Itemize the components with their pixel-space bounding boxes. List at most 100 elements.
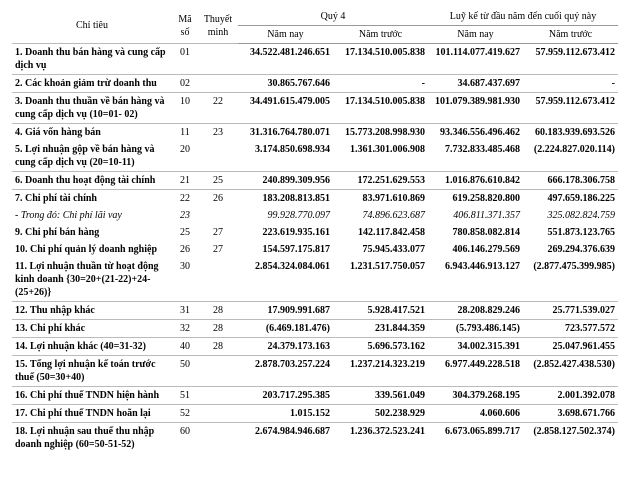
cell-l-nay: 780.858.082.814 — [428, 224, 523, 241]
table-row: 9. Chi phí bán hàng2527223.619.935.16114… — [12, 224, 618, 241]
cell-q-truoc: 1.361.301.006.908 — [333, 141, 428, 172]
table-row: 13. Chi phí khác3228(6.469.181.476)231.8… — [12, 320, 618, 338]
cell-l-truoc: 3.698.671.766 — [523, 405, 618, 423]
cell-name: 18. Lợi nhuận sau thuế thu nhập doanh ng… — [12, 423, 172, 454]
table-row: 7. Chi phí tài chính2226183.208.813.8518… — [12, 190, 618, 208]
header-quy4: Quý 4 — [238, 8, 428, 26]
table-row: 6. Doanh thu hoạt động tài chính2125240.… — [12, 172, 618, 190]
cell-ms: 02 — [172, 75, 198, 93]
table-row: 2. Các khoản giảm trừ doanh thu0230.865.… — [12, 75, 618, 93]
cell-q-truoc: 339.561.049 — [333, 387, 428, 405]
cell-l-nay: 6.977.449.228.518 — [428, 356, 523, 387]
cell-ms: 20 — [172, 141, 198, 172]
cell-q-nay: 17.909.991.687 — [238, 302, 333, 320]
table-row: 11. Lợi nhuận thuần từ hoạt động kinh do… — [12, 258, 618, 302]
cell-ms: 32 — [172, 320, 198, 338]
cell-l-nay: 6.673.065.899.717 — [428, 423, 523, 454]
cell-q-truoc: 17.134.510.005.838 — [333, 93, 428, 124]
cell-l-nay: 619.258.820.800 — [428, 190, 523, 208]
cell-ms: 23 — [172, 207, 198, 224]
cell-l-nay: 4.060.606 — [428, 405, 523, 423]
cell-l-truoc: (2.224.827.020.114) — [523, 141, 618, 172]
table-row: 10. Chi phí quản lý doanh nghiệp2627154.… — [12, 241, 618, 258]
table-header: Chỉ tiêu Mã số Thuyết minh Quý 4 Luỹ kế … — [12, 8, 618, 44]
cell-tm — [198, 258, 238, 302]
cell-l-truoc: 25.047.961.455 — [523, 338, 618, 356]
cell-name: 9. Chi phí bán hàng — [12, 224, 172, 241]
header-luyke: Luỹ kế từ đầu năm đến cuối quý này — [428, 8, 618, 26]
cell-tm: 26 — [198, 190, 238, 208]
cell-l-truoc: 551.873.123.765 — [523, 224, 618, 241]
cell-l-truoc: 723.577.572 — [523, 320, 618, 338]
cell-name: 11. Lợi nhuận thuần từ hoạt động kinh do… — [12, 258, 172, 302]
cell-l-nay: 7.732.833.485.468 — [428, 141, 523, 172]
cell-tm — [198, 387, 238, 405]
cell-q-truoc: - — [333, 75, 428, 93]
cell-ms: 30 — [172, 258, 198, 302]
cell-tm — [198, 207, 238, 224]
cell-q-nay: 154.597.175.817 — [238, 241, 333, 258]
cell-tm: 22 — [198, 93, 238, 124]
cell-q-truoc: 5.696.573.162 — [333, 338, 428, 356]
cell-name: 4. Giá vốn hàng bán — [12, 124, 172, 142]
cell-l-truoc: 2.001.392.078 — [523, 387, 618, 405]
table-row: 18. Lợi nhuận sau thuế thu nhập doanh ng… — [12, 423, 618, 454]
cell-q-nay: 34.522.481.246.651 — [238, 44, 333, 75]
header-q-nam-nay: Năm nay — [238, 26, 333, 44]
cell-name: 6. Doanh thu hoạt động tài chính — [12, 172, 172, 190]
cell-q-truoc: 502.238.929 — [333, 405, 428, 423]
cell-l-truoc: - — [523, 75, 618, 93]
table-row: 1. Doanh thu bán hàng và cung cấp dịch v… — [12, 44, 618, 75]
cell-name: 12. Thu nhập khác — [12, 302, 172, 320]
header-thuyet-minh: Thuyết minh — [198, 8, 238, 44]
financial-table: Chỉ tiêu Mã số Thuyết minh Quý 4 Luỹ kế … — [12, 8, 618, 453]
cell-q-truoc: 1.236.372.523.241 — [333, 423, 428, 454]
cell-l-truoc: 666.178.306.758 — [523, 172, 618, 190]
cell-q-nay: 24.379.173.163 — [238, 338, 333, 356]
cell-ms: 31 — [172, 302, 198, 320]
cell-q-nay: 2.878.703.257.224 — [238, 356, 333, 387]
cell-q-nay: 2.674.984.946.687 — [238, 423, 333, 454]
cell-q-nay: 2.854.324.084.061 — [238, 258, 333, 302]
cell-q-truoc: 1.231.517.750.057 — [333, 258, 428, 302]
table-row: 14. Lợi nhuận khác (40=31-32)402824.379.… — [12, 338, 618, 356]
cell-name: 16. Chi phí thuế TNDN hiện hành — [12, 387, 172, 405]
cell-q-nay: 99.928.770.097 — [238, 207, 333, 224]
cell-ms: 25 — [172, 224, 198, 241]
cell-l-nay: 34.687.437.697 — [428, 75, 523, 93]
cell-tm — [198, 356, 238, 387]
table-body: 1. Doanh thu bán hàng và cung cấp dịch v… — [12, 44, 618, 454]
cell-l-truoc: 57.959.112.673.412 — [523, 44, 618, 75]
table-row: 5. Lợi nhuận gộp về bán hàng và cung cấp… — [12, 141, 618, 172]
cell-tm: 25 — [198, 172, 238, 190]
header-ma-so: Mã số — [172, 8, 198, 44]
cell-q-truoc: 17.134.510.005.838 — [333, 44, 428, 75]
cell-l-truoc: 497.659.186.225 — [523, 190, 618, 208]
cell-tm — [198, 44, 238, 75]
cell-tm — [198, 141, 238, 172]
cell-name: 7. Chi phí tài chính — [12, 190, 172, 208]
cell-ms: 50 — [172, 356, 198, 387]
cell-ms: 11 — [172, 124, 198, 142]
cell-ms: 22 — [172, 190, 198, 208]
cell-tm: 27 — [198, 224, 238, 241]
cell-l-truoc: 57.959.112.673.412 — [523, 93, 618, 124]
table-row: 4. Giá vốn hàng bán112331.316.764.780.07… — [12, 124, 618, 142]
cell-ms: 51 — [172, 387, 198, 405]
cell-ms: 01 — [172, 44, 198, 75]
cell-l-truoc: 269.294.376.639 — [523, 241, 618, 258]
cell-name: 17. Chi phí thuế TNDN hoãn lại — [12, 405, 172, 423]
cell-l-nay: 304.379.268.195 — [428, 387, 523, 405]
cell-name: 14. Lợi nhuận khác (40=31-32) — [12, 338, 172, 356]
cell-l-nay: 101.114.077.419.627 — [428, 44, 523, 75]
cell-tm: 28 — [198, 338, 238, 356]
cell-tm: 28 — [198, 320, 238, 338]
cell-tm — [198, 75, 238, 93]
table-row: 15. Tổng lợi nhuận kế toán trước thuế (5… — [12, 356, 618, 387]
cell-ms: 21 — [172, 172, 198, 190]
cell-ms: 52 — [172, 405, 198, 423]
cell-q-nay: (6.469.181.476) — [238, 320, 333, 338]
cell-q-truoc: 83.971.610.869 — [333, 190, 428, 208]
cell-ms: 60 — [172, 423, 198, 454]
cell-l-truoc: 25.771.539.027 — [523, 302, 618, 320]
